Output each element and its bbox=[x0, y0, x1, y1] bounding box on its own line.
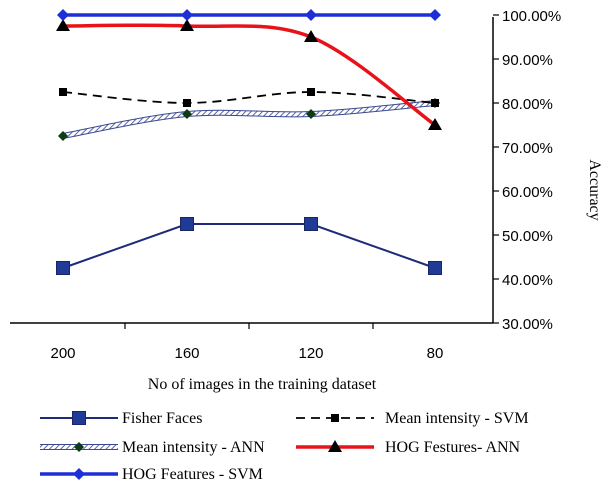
hog-features-svm-point bbox=[57, 9, 69, 21]
hog-features-ann-series bbox=[56, 19, 442, 130]
mean-intensity-ann-point bbox=[58, 131, 68, 141]
mean-intensity-svm-point bbox=[183, 99, 191, 107]
mean-intensity-svm-point bbox=[59, 88, 67, 96]
legend-fisher-faces-marker bbox=[72, 411, 86, 425]
y-tick-label: 80.00% bbox=[502, 96, 553, 113]
x-tick-label: 80 bbox=[427, 345, 444, 362]
mean-intensity-svm-series bbox=[59, 88, 439, 107]
y-tick-label: 40.00% bbox=[502, 272, 553, 289]
legend-label: HOG Festures- ANN bbox=[385, 439, 521, 456]
y-tick-label: 90.00% bbox=[502, 52, 553, 69]
mean-intensity-ann-point bbox=[182, 109, 192, 119]
fisher-faces-point bbox=[180, 217, 194, 231]
y-tick-label: 30.00% bbox=[502, 316, 553, 333]
y-tick-label: 60.00% bbox=[502, 184, 553, 201]
y-tick-label: 50.00% bbox=[502, 228, 553, 245]
legend-item-mean-intensity-svm: Mean intensity - SVM bbox=[296, 410, 529, 427]
mean-intensity-ann-point bbox=[306, 109, 316, 119]
hog-features-ann-point bbox=[56, 19, 70, 31]
hog-features-svm-series bbox=[57, 9, 441, 21]
y-tick-label: 100.00% bbox=[502, 8, 561, 25]
fisher-faces-series bbox=[56, 217, 442, 275]
legend-item-mean-intensity-ann: Mean intensity - ANN bbox=[40, 439, 265, 456]
labels-layer: 30.00% 40.00% 50.00% 60.00% 70.00% 80.00% 90.0… bbox=[50, 8, 603, 393]
legend-item-fisher-faces: Fisher Faces bbox=[40, 410, 202, 427]
x-tick-label: 200 bbox=[50, 345, 75, 362]
x-tick-label: 120 bbox=[298, 345, 323, 362]
hog-features-svm-point bbox=[181, 9, 193, 21]
legend-mean-intensity-ann-marker bbox=[74, 442, 84, 452]
fisher-faces-point bbox=[56, 261, 70, 275]
legend-item-hog-features-svm: HOG Features - SVM bbox=[40, 466, 263, 483]
mean-intensity-svm-point bbox=[431, 99, 439, 107]
y-tick-label: 70.00% bbox=[502, 140, 553, 157]
mean-intensity-ann-line bbox=[62, 101, 436, 138]
legend-label: Mean intensity - SVM bbox=[385, 410, 529, 427]
series-layer bbox=[56, 9, 442, 275]
fisher-faces-point bbox=[428, 261, 442, 275]
hog-features-ann-line bbox=[62, 23, 437, 127]
fisher-faces-point bbox=[304, 217, 318, 231]
mean-intensity-ann-series bbox=[58, 98, 440, 141]
hog-features-ann-point bbox=[428, 118, 442, 130]
axes bbox=[10, 14, 499, 329]
mean-intensity-svm-point bbox=[307, 88, 315, 96]
legend-label: HOG Features - SVM bbox=[122, 466, 263, 483]
hog-features-svm-point bbox=[305, 9, 317, 21]
y-axis-title: Accuracy bbox=[586, 159, 603, 220]
x-tick-label: 160 bbox=[174, 345, 199, 362]
hog-features-ann-point bbox=[180, 19, 194, 31]
legend-hog-features-ann-marker bbox=[328, 440, 342, 452]
mean-intensity-svm-line bbox=[62, 91, 436, 104]
legend-hog-features-svm-marker bbox=[73, 468, 85, 480]
hog-features-ann-point bbox=[304, 30, 318, 42]
legend-mean-intensity-svm-marker bbox=[331, 414, 339, 422]
hog-features-svm-point bbox=[429, 9, 441, 21]
legend-item-hog-features-ann: HOG Festures- ANN bbox=[296, 439, 521, 456]
fisher-faces-line bbox=[62, 223, 436, 269]
x-axis-title: No of images in the training dataset bbox=[148, 376, 377, 393]
legend-label: Mean intensity - ANN bbox=[122, 439, 265, 456]
legend: Fisher Faces Mean intensity - SVM Mean int… bbox=[40, 410, 529, 483]
legend-label: Fisher Faces bbox=[122, 410, 202, 427]
